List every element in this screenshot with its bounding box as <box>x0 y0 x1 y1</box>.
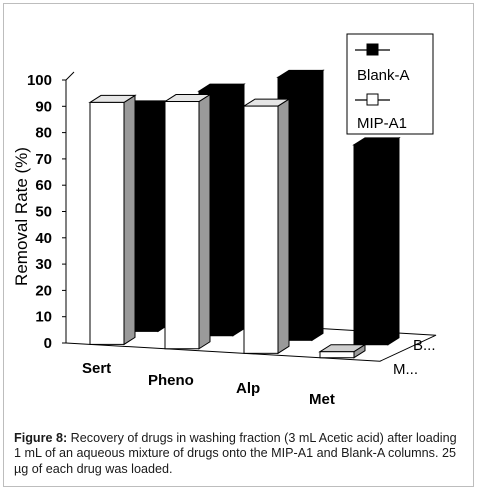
bar-side <box>232 83 245 337</box>
y-tick-label: 0 <box>44 335 52 352</box>
y-tick-label: 20 <box>35 282 52 299</box>
legend-label-mip-a1: MIP-A1 <box>357 115 407 132</box>
mip-a1-series <box>88 93 367 359</box>
x-tick-label-alp: Alp <box>236 380 260 397</box>
y-tick-label: 30 <box>35 256 52 273</box>
mip-a1-bar-alp <box>242 98 291 355</box>
y-tick-label: 70 <box>35 151 52 168</box>
bar-side <box>123 94 136 346</box>
bar-front <box>89 101 125 345</box>
bar-side <box>198 93 211 350</box>
y-tick-label: 10 <box>35 309 52 326</box>
legend-box <box>346 33 434 135</box>
figure-frame <box>3 3 474 487</box>
bar-side <box>277 98 290 355</box>
caption-label: Figure 8: <box>14 431 68 445</box>
x-tick-label-met: Met <box>309 391 335 408</box>
x-tick-label-sert: Sert <box>82 360 111 377</box>
y-tick-label: 100 <box>27 72 52 89</box>
bar-front <box>353 144 389 346</box>
legend: Blank-A MIP-A1 <box>346 33 434 135</box>
figure-caption: Figure 8: Recovery of drugs in washing f… <box>14 431 466 477</box>
y-axis-title: Removal Rate (%) <box>12 147 31 286</box>
bar-front <box>319 351 355 359</box>
mip-a1-bar-sert <box>88 94 137 346</box>
chart-labels: 0 10 20 30 40 50 60 70 80 90 100 Removal Rate (%) Se… <box>12 72 436 408</box>
y-tick-label: 40 <box>35 230 52 247</box>
caption-text: Recovery of drugs in washing fraction (3… <box>14 431 457 476</box>
bar-front <box>164 101 200 350</box>
y-tick-label: 50 <box>35 204 52 221</box>
bar-front <box>243 105 279 354</box>
x-tick-label-pheno: Pheno <box>148 372 194 389</box>
depth-axis-label: M... <box>393 361 418 378</box>
axis-top-edge <box>65 71 75 81</box>
legend-marker-blank-a <box>366 43 379 56</box>
y-tick-label: 90 <box>35 98 52 115</box>
bar-side <box>387 136 400 346</box>
bar-side <box>311 69 324 342</box>
depth-axis-label: B... <box>413 337 436 354</box>
mip-a1-bar-pheno <box>163 93 212 350</box>
mip-a1-bar-met <box>318 343 367 359</box>
blank-a-bar-met <box>352 136 401 346</box>
y-tick-label: 60 <box>35 177 52 194</box>
legend-marker-mip-a1 <box>366 93 379 106</box>
y-tick-label: 80 <box>35 125 52 142</box>
legend-label-blank-a: Blank-A <box>357 67 410 84</box>
